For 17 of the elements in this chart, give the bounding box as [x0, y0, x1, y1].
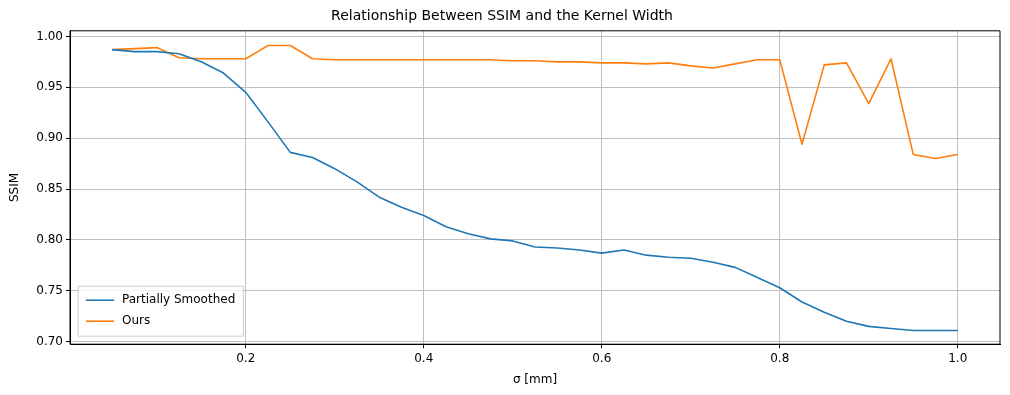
y-axis-title: SSIM	[7, 172, 22, 203]
chart-title: Relationship Between SSIM and the Kernel Width	[331, 7, 673, 24]
legend-label: Partially Smoothed	[122, 292, 236, 307]
y-tick-label: 0.95	[36, 79, 63, 94]
y-tick-label: 0.70	[36, 333, 63, 348]
y-tick-label: 0.80	[36, 232, 63, 247]
x-tick-label: 0.6	[592, 350, 612, 365]
y-tick-label: 0.85	[36, 181, 63, 196]
x-tick-label: 1.0	[948, 350, 968, 365]
y-tick-label: 0.90	[36, 130, 63, 145]
x-tick-label: 0.8	[770, 350, 790, 365]
x-tick-label: 0.4	[414, 350, 434, 365]
x-axis-title: σ [mm]	[512, 371, 558, 386]
legend-label: Ours	[122, 313, 151, 328]
y-tick-label: 1.00	[36, 28, 63, 43]
y-tick-label: 0.75	[36, 282, 63, 297]
x-tick-label: 0.2	[236, 350, 256, 365]
